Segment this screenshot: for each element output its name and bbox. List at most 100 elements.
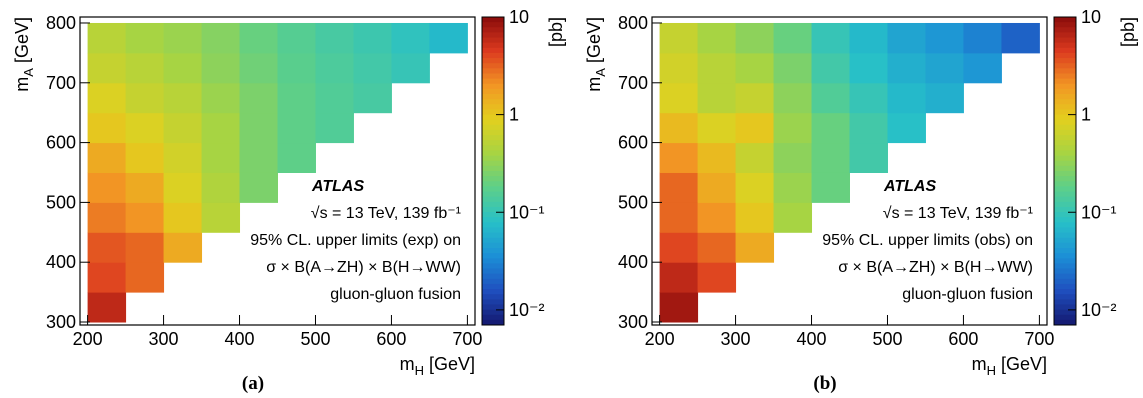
colorbar-swatch — [1054, 114, 1076, 121]
colorbar-swatch — [482, 263, 504, 270]
colorbar-swatch — [482, 253, 504, 259]
colorbar-swatch — [482, 155, 504, 162]
annotation: 95% CL. upper limits (obs) on — [822, 232, 1033, 249]
heatmap-cell — [887, 112, 926, 144]
colorbar-swatch — [1054, 283, 1076, 290]
colorbar-swatch — [482, 181, 504, 187]
y-tick-label: 700 — [618, 73, 648, 93]
colorbar-swatch — [1054, 294, 1076, 300]
colorbar-swatch — [482, 278, 504, 285]
heatmap-cell — [87, 142, 127, 173]
heatmap-cell — [163, 142, 203, 173]
heatmap-cell — [659, 172, 699, 203]
heatmap-cell — [811, 82, 850, 114]
colorbar-swatch — [1054, 165, 1076, 172]
heatmap-cell — [201, 202, 241, 233]
x-tick-label: 500 — [300, 329, 330, 349]
heatmap-cell — [87, 262, 127, 293]
heatmap-cell — [811, 172, 850, 203]
heatmap-cell — [697, 172, 737, 203]
heatmap-cell — [277, 82, 316, 114]
colorbar-swatch — [482, 140, 504, 146]
heatmap-cell — [773, 82, 813, 114]
y-tick-label: 800 — [618, 13, 648, 33]
colorbar-tick-label: 10⁻² — [1081, 300, 1117, 320]
colorbar-tick-label: 1 — [1081, 105, 1091, 125]
colorbar-swatch — [1054, 73, 1076, 80]
colorbar-swatch — [1054, 181, 1076, 187]
colorbar-swatch — [1054, 58, 1076, 64]
heatmap-cell — [163, 82, 203, 114]
heatmap-cell — [735, 202, 775, 233]
heatmap-cell — [659, 292, 699, 323]
heatmap-cell — [773, 142, 813, 173]
colorbar-swatch — [482, 104, 504, 110]
heatmap-cell — [277, 52, 316, 84]
colorbar-swatch — [1054, 309, 1076, 316]
colorbar-swatch — [1054, 119, 1076, 126]
colorbar-swatch — [1054, 145, 1076, 151]
colorbar-swatch — [482, 73, 504, 80]
heatmap-cell — [87, 202, 127, 233]
colorbar-swatch — [1054, 289, 1076, 295]
heatmap-cell — [239, 112, 278, 144]
heatmap-cell — [735, 82, 775, 114]
colorbar-swatch — [1054, 94, 1076, 100]
colorbar-swatch — [1054, 258, 1076, 264]
colorbar-swatch — [482, 145, 504, 151]
heatmap-cell — [87, 82, 127, 114]
colorbar-swatch — [1054, 37, 1076, 44]
y-tick-label: 600 — [618, 133, 648, 153]
heatmap-cell — [125, 52, 165, 84]
heatmap-cell — [239, 82, 278, 114]
colorbar-swatch — [482, 78, 504, 85]
heatmap-cell — [735, 112, 775, 144]
colorbar-swatch — [1054, 304, 1076, 311]
plot-frame — [79, 16, 476, 326]
heatmap-cell — [163, 172, 203, 203]
heatmap-cell — [773, 172, 813, 203]
annotation: gluon-gluon fusion — [902, 286, 1033, 303]
heatmap-cell — [353, 82, 392, 114]
y-axis-label: mA [GeV] — [12, 17, 36, 92]
colorbar-tick-label: 1 — [509, 105, 519, 125]
y-tick-label: 300 — [618, 312, 648, 332]
heatmap-cell — [659, 22, 699, 54]
y-tick-label: 600 — [46, 133, 76, 153]
heatmap-cell — [125, 172, 165, 203]
heatmap-cell — [201, 22, 241, 54]
heatmap-cell — [925, 22, 964, 54]
colorbar-swatch — [1054, 140, 1076, 146]
heatmap-cell — [125, 22, 165, 54]
heatmap-cell — [849, 112, 888, 144]
heatmap-cell — [125, 232, 165, 263]
y-axis-label: mA [GeV] — [584, 17, 608, 92]
colorbar-swatch — [1054, 68, 1076, 74]
colorbar-swatch — [1054, 171, 1076, 177]
x-tick-label: 400 — [796, 329, 826, 349]
heatmap-cell — [125, 112, 165, 144]
heatmap-cell — [353, 52, 392, 84]
colorbar-swatch — [482, 232, 504, 239]
colorbar-swatch — [482, 129, 504, 136]
colorbar-swatch — [482, 83, 504, 90]
heatmap-cell — [201, 172, 241, 203]
colorbar-swatch — [482, 201, 504, 208]
colorbar-swatch — [1054, 176, 1076, 182]
colorbar-swatch — [482, 258, 504, 264]
colorbar-swatch — [1054, 42, 1076, 49]
colorbar-swatch — [482, 289, 504, 295]
colorbar-swatch — [1054, 17, 1076, 23]
colorbar-tick-label: 10 — [1081, 7, 1101, 27]
experiment-label: ATLAS — [883, 178, 936, 195]
heatmap-cell — [963, 52, 1002, 84]
colorbar-swatch — [1054, 160, 1076, 167]
colorbar-swatch — [482, 319, 504, 326]
y-tick-label: 800 — [46, 13, 76, 33]
colorbar-swatch — [482, 119, 504, 126]
colorbar-swatch — [482, 299, 504, 305]
heatmap-cell — [659, 202, 699, 233]
colorbar-swatch — [482, 227, 504, 234]
heatmap-cell — [315, 22, 354, 54]
x-tick-label: 500 — [872, 329, 902, 349]
